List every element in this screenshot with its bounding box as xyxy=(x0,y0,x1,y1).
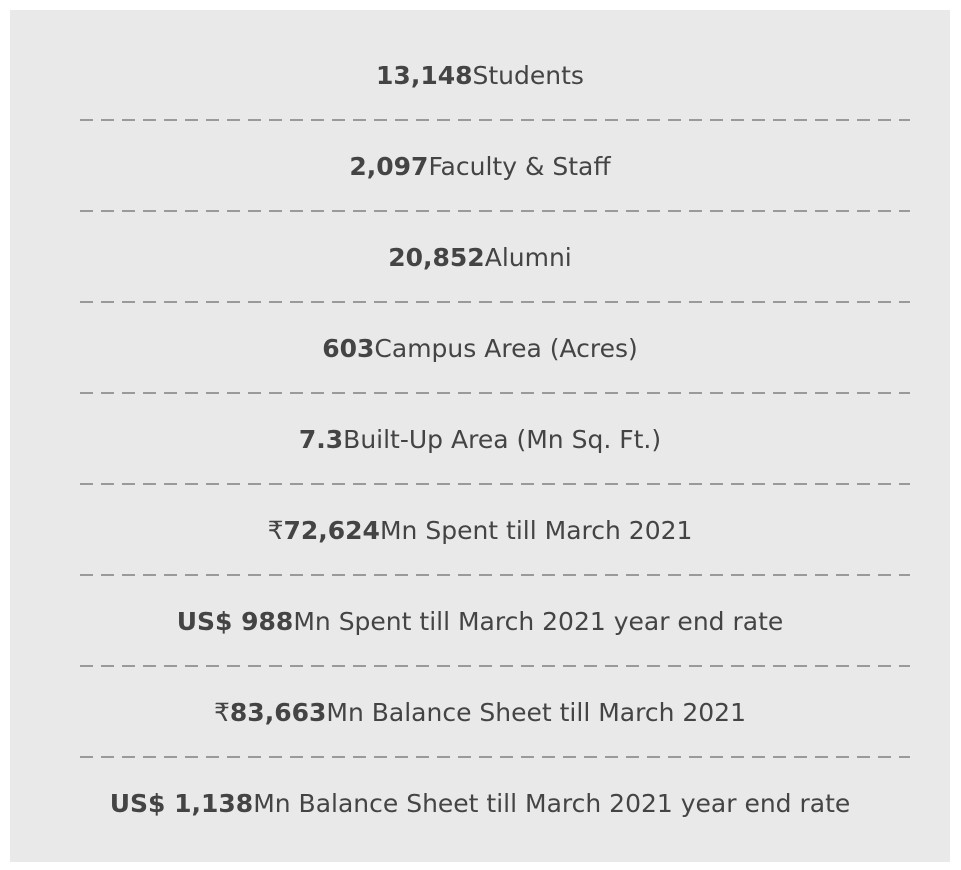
stat-value: 7.3 xyxy=(298,425,344,454)
stat-prefix: ₹ xyxy=(214,698,230,727)
stat-value: 72,624 xyxy=(283,516,380,545)
stat-value: 603 xyxy=(322,334,375,363)
stat-value: 83,663 xyxy=(229,698,327,727)
stat-label: Mn Spent till March 2021 xyxy=(379,516,693,545)
stat-row: 20,852 Alumni xyxy=(10,212,950,303)
dashed-separator xyxy=(80,392,910,394)
stat-value: 13,148 xyxy=(376,61,473,90)
stat-value: US$ 988 xyxy=(176,607,294,636)
dashed-separator xyxy=(80,665,910,667)
dashed-separator xyxy=(80,119,910,121)
stat-value: 20,852 xyxy=(388,243,485,272)
dashed-separator xyxy=(80,756,910,758)
dashed-separator xyxy=(80,483,910,485)
stat-row: US$ 1,138 Mn Balance Sheet till March 20… xyxy=(10,758,950,849)
stat-label: Mn Balance Sheet till March 2021 xyxy=(326,698,746,727)
stat-row: ₹83,663 Mn Balance Sheet till March 2021 xyxy=(10,667,950,758)
stat-row: 2,097 Faculty & Staff xyxy=(10,121,950,212)
stat-label: Students xyxy=(472,61,584,90)
stat-row: ₹72,624 Mn Spent till March 2021 xyxy=(10,485,950,576)
stat-prefix: ₹ xyxy=(267,516,284,545)
stat-value: 2,097 xyxy=(349,152,429,181)
dashed-separator xyxy=(80,574,910,576)
dashed-separator xyxy=(80,301,910,303)
stat-label: Built-Up Area (Mn Sq. Ft.) xyxy=(343,425,662,454)
stat-value: US$ 1,138 xyxy=(109,789,254,818)
stat-label: Mn Balance Sheet till March 2021 year en… xyxy=(253,789,851,818)
stat-label: Mn Spent till March 2021 year end rate xyxy=(293,607,784,636)
stat-row: 7.3 Built-Up Area (Mn Sq. Ft.) xyxy=(10,394,950,485)
dashed-separator xyxy=(80,210,910,212)
stat-label: Alumni xyxy=(484,243,572,272)
stat-row: US$ 988 Mn Spent till March 2021 year en… xyxy=(10,576,950,667)
stat-row: 603 Campus Area (Acres) xyxy=(10,303,950,394)
stat-row: 13,148 Students xyxy=(10,30,950,121)
stat-label: Faculty & Staff xyxy=(428,152,611,181)
stat-label: Campus Area (Acres) xyxy=(374,334,638,363)
stats-panel: 13,148 Students 2,097 Faculty & Staff 20,8… xyxy=(10,10,950,862)
